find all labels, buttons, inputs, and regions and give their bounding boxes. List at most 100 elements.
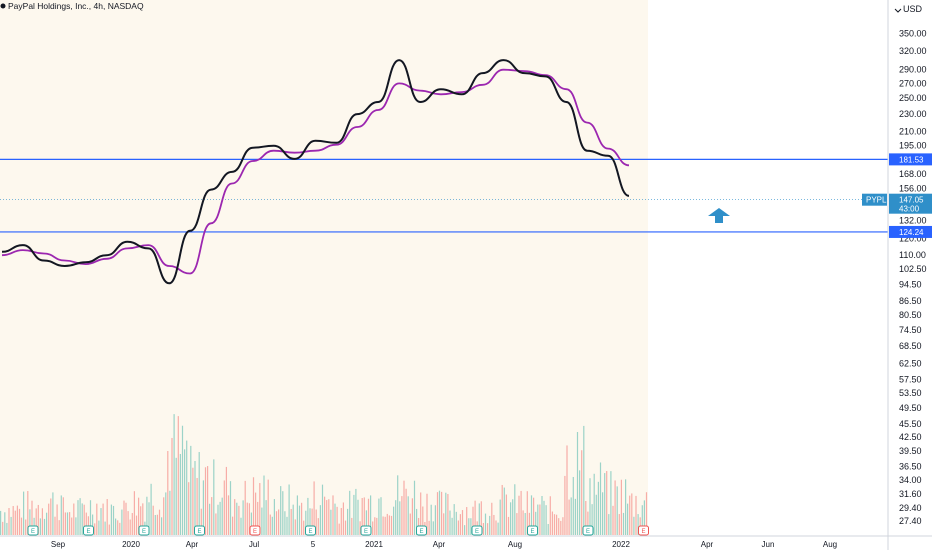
earnings-marker: E: [416, 525, 427, 536]
volume-bar: [547, 523, 549, 535]
arrow-up-shape: [708, 208, 730, 223]
volume-bar: [539, 504, 541, 535]
y-tick-label: 250.00: [899, 93, 927, 103]
volume-bar: [579, 470, 581, 535]
volume-bar: [401, 496, 403, 535]
volume-bar: [79, 498, 81, 535]
volume-bar: [169, 490, 171, 535]
volume-bar: [449, 510, 451, 535]
y-tick-label: 320.00: [899, 46, 927, 56]
volume-bar: [572, 476, 574, 535]
volume-bar: [436, 492, 439, 535]
hline-price-label: 124.24: [899, 228, 924, 237]
y-axis: 350.00 320.00 290.00 270.00 250.00 230.00 210.…: [899, 29, 927, 527]
volume-bar: [307, 497, 309, 535]
volume-bar: [643, 500, 645, 535]
volume-bar: [196, 477, 198, 535]
volume-bar: [512, 499, 514, 535]
y-tick-label: 290.00: [899, 65, 927, 75]
y-tick-label: 31.60: [899, 489, 922, 499]
volume-bar: [382, 516, 384, 535]
x-tick-label: Aug: [508, 540, 522, 549]
chevron-down-icon[interactable]: [894, 8, 902, 13]
volume-bar: [154, 514, 156, 535]
volume-bar: [234, 499, 236, 535]
volume-bar: [255, 492, 257, 535]
volume-bar: [618, 514, 620, 535]
volume-bar: [173, 414, 175, 535]
volume-bar: [633, 516, 635, 535]
volume-bar: [622, 512, 625, 535]
volume-bar: [10, 516, 12, 535]
y-tick-label: 45.50: [899, 419, 922, 429]
last-price-value: 147.05: [899, 196, 924, 205]
volume-bar: [520, 490, 522, 535]
volume-bar: [528, 512, 530, 535]
volume-bar: [438, 490, 441, 535]
volume-bar: [441, 491, 443, 535]
y-tick-label: 132.00: [899, 215, 927, 225]
volume-bar: [526, 491, 528, 535]
volume-bar: [330, 509, 332, 535]
volume-bar: [152, 505, 154, 535]
volume-bar: [259, 483, 261, 535]
volume-bar: [543, 500, 545, 535]
volume-bar: [167, 451, 169, 535]
volume-bar: [474, 500, 476, 535]
y-tick-label: 86.50: [899, 296, 922, 306]
x-tick-label: Apr: [701, 540, 714, 549]
earnings-marker: E: [138, 525, 150, 536]
ticker-label: PYPL: [866, 196, 887, 205]
volume-bar: [219, 501, 221, 535]
earnings-marker-label: E: [142, 529, 146, 535]
volume-bar: [359, 521, 361, 535]
volume-bar: [16, 505, 18, 535]
volume-bar: [558, 518, 560, 535]
volume-bar: [83, 504, 85, 535]
volume-bar: [138, 497, 140, 535]
volume-bar: [326, 500, 328, 535]
volume-bar: [399, 501, 401, 535]
y-tick-label: 36.50: [899, 461, 922, 471]
volume-bar: [248, 503, 250, 535]
volume-bar: [530, 495, 533, 535]
volume-bar: [252, 477, 255, 535]
currency-label[interactable]: USD: [903, 4, 923, 14]
volume-bar: [340, 507, 342, 535]
hline-price-label: 181.53: [899, 155, 924, 164]
y-tick-label: 68.50: [899, 341, 922, 351]
volume-bar: [347, 508, 349, 535]
arrow-up-icon: [708, 208, 730, 223]
volume-bar: [4, 512, 6, 535]
volume-bar: [457, 520, 459, 535]
volume-bar: [328, 499, 330, 535]
volume-bar: [411, 498, 413, 535]
volume-bar: [211, 497, 213, 535]
volume-bar: [376, 517, 378, 535]
volume-bar: [39, 518, 41, 535]
volume-bar: [288, 484, 290, 535]
volume-bar: [604, 473, 606, 535]
y-tick-label: 57.50: [899, 374, 922, 384]
ma-line: [1, 68, 630, 275]
volume-bar: [221, 497, 223, 535]
volume-bar: [468, 518, 470, 535]
volume-bar: [426, 493, 428, 535]
y-tick-label: 53.50: [899, 388, 922, 398]
earnings-marker-label: E: [308, 529, 312, 535]
last-price-tag: [889, 193, 932, 214]
volume-bar: [537, 504, 539, 535]
earnings-marker: E: [582, 525, 594, 536]
volume-bar: [405, 488, 407, 535]
volume-bar: [225, 466, 227, 535]
earnings-marker-box: [416, 525, 427, 536]
volume-bar: [43, 518, 46, 535]
volume-bar: [556, 514, 558, 535]
earnings-marker: E: [194, 525, 205, 536]
symbol-logo-icon: [0, 3, 6, 9]
x-tick-label: Sep: [51, 540, 66, 549]
volume-bar: [355, 488, 357, 535]
volume-bar: [204, 467, 207, 535]
x-tick-label: 2022: [612, 540, 630, 549]
